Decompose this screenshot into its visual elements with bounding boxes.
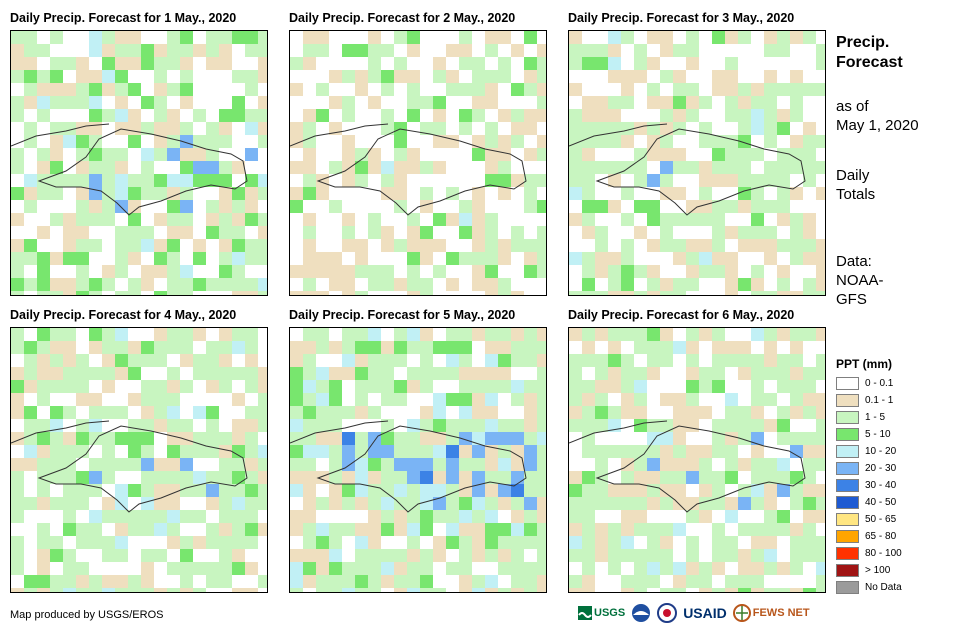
legend-swatch [836, 376, 859, 390]
precip-field [290, 328, 546, 592]
precip-field [11, 31, 267, 295]
coastline-hispaniola [316, 128, 527, 216]
fewsnet-globe-icon [732, 604, 751, 622]
sidebar-totals-line2: Totals [836, 186, 876, 203]
panel-title-3: Daily Precip. Forecast for 3 May., 2020 [568, 11, 795, 25]
forecast-map-2 [289, 30, 547, 296]
sidebar-data-line2: NOAA- [836, 272, 884, 289]
precip-field [290, 31, 546, 295]
coastline-cuba [290, 420, 389, 444]
forecast-map-3 [568, 30, 826, 296]
legend-swatch [836, 393, 859, 407]
usgs-wave-icon [578, 606, 592, 620]
legend-item: > 100 [836, 562, 890, 578]
legend-swatch [836, 546, 859, 560]
legend-swatch [836, 495, 859, 509]
usaid-logo-text: USAID [683, 605, 727, 621]
coastline-cuba [11, 420, 110, 444]
coastline-cuba [290, 123, 389, 147]
panel-title-4: Daily Precip. Forecast for 4 May., 2020 [10, 308, 237, 322]
legend-item: No Data [836, 579, 902, 595]
precip-field [569, 328, 825, 592]
logo-strip: USGS USAID FEWS NET [578, 603, 810, 623]
sidebar-totals-line1: Daily [836, 167, 870, 184]
credit-text: Map produced by USGS/EROS [10, 609, 164, 621]
coastline-hispaniola [37, 425, 248, 513]
legend-item: 0 - 0.1 [836, 375, 893, 391]
legend-swatch [836, 580, 859, 594]
legend-item: 50 - 65 [836, 511, 896, 527]
legend-item: 1 - 5 [836, 409, 885, 425]
legend-label: 30 - 40 [865, 479, 897, 491]
legend-swatch [836, 512, 859, 526]
legend-swatch [836, 427, 859, 441]
forecast-map-1 [10, 30, 268, 296]
legend-swatch [836, 529, 859, 543]
coastline-cuba [569, 420, 668, 444]
sidebar-data-line1: Data: [836, 253, 872, 270]
forecast-map-6 [568, 327, 826, 593]
legend-swatch [836, 563, 859, 577]
panel-title-6: Daily Precip. Forecast for 6 May., 2020 [568, 308, 795, 322]
usgs-logo-text: USGS [594, 607, 626, 619]
panel-title-2: Daily Precip. Forecast for 2 May., 2020 [289, 11, 516, 25]
panel-title-5: Daily Precip. Forecast for 5 May., 2020 [289, 308, 516, 322]
legend-label: No Data [865, 581, 902, 593]
sidebar-asof-date: May 1, 2020 [836, 117, 919, 134]
legend-item: 65 - 80 [836, 528, 896, 544]
precip-field [569, 31, 825, 295]
precip-field [11, 328, 267, 592]
usaid-logo: USAID [683, 605, 727, 621]
legend-label: > 100 [865, 564, 891, 576]
legend-swatch [836, 444, 859, 458]
legend-item: 5 - 10 [836, 426, 891, 442]
legend-label: 5 - 10 [865, 428, 891, 440]
legend-label: 65 - 80 [865, 530, 897, 542]
fewsnet-logo: FEWS NET [732, 604, 810, 622]
legend-label: 0.1 - 1 [865, 394, 894, 406]
fewsnet-logo-text: FEWS NET [752, 607, 810, 619]
legend-item: 80 - 100 [836, 545, 902, 561]
legend-label: 10 - 20 [865, 445, 897, 457]
legend-swatch [836, 461, 859, 475]
legend-item: 40 - 50 [836, 494, 896, 510]
legend-item: 0.1 - 1 [836, 392, 893, 408]
legend-label: 0 - 0.1 [865, 377, 894, 389]
coastline-hispaniola [316, 425, 527, 513]
coastline-hispaniola [595, 128, 806, 216]
legend-item: 10 - 20 [836, 443, 896, 459]
legend-item: 30 - 40 [836, 477, 896, 493]
legend-title: PPT (mm) [836, 357, 893, 371]
legend-label: 80 - 100 [865, 547, 902, 559]
legend-label: 20 - 30 [865, 462, 897, 474]
forecast-map-4 [10, 327, 268, 593]
usaid-seal-icon [657, 603, 678, 623]
legend-swatch [836, 478, 859, 492]
legend-label: 50 - 65 [865, 513, 897, 525]
legend-label: 40 - 50 [865, 496, 897, 508]
sidebar-title-line1: Precip. [836, 34, 890, 51]
legend-item: 20 - 30 [836, 460, 896, 476]
legend-swatch [836, 410, 859, 424]
coastline-hispaniola [37, 128, 248, 216]
sidebar-asof-label: as of [836, 98, 869, 115]
coastline-cuba [569, 123, 668, 147]
sidebar-data-line3: GFS [836, 291, 867, 308]
forecast-map-5 [289, 327, 547, 593]
sidebar-title-line2: Forecast [836, 54, 903, 71]
usgs-logo: USGS [578, 606, 625, 620]
noaa-logo-icon [632, 604, 651, 622]
coastline-cuba [11, 123, 110, 147]
coastline-hispaniola [595, 425, 806, 513]
panel-title-1: Daily Precip. Forecast for 1 May., 2020 [10, 11, 237, 25]
legend-label: 1 - 5 [865, 411, 886, 423]
